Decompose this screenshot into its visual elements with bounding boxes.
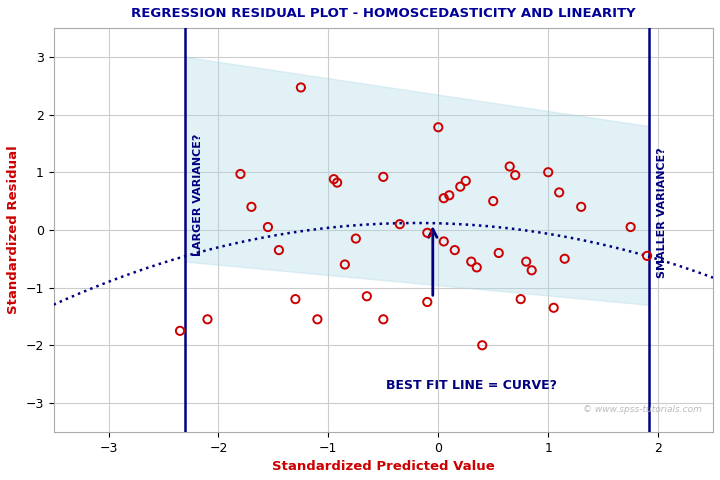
Point	[515, 295, 526, 303]
Point	[377, 173, 389, 180]
Point	[449, 246, 461, 254]
Point	[510, 171, 521, 179]
Point	[575, 203, 587, 211]
Point	[312, 315, 323, 323]
Point	[477, 341, 488, 349]
Text: SMALLER VARIANCE?: SMALLER VARIANCE?	[657, 147, 667, 278]
Point	[460, 177, 472, 185]
Point	[331, 179, 343, 186]
Point	[526, 266, 537, 274]
Point	[542, 168, 554, 176]
Point	[548, 304, 559, 312]
Point	[438, 194, 449, 202]
Point	[559, 255, 570, 263]
X-axis label: Standardized Predicted Value: Standardized Predicted Value	[272, 460, 495, 473]
Point	[554, 189, 565, 196]
Point	[174, 327, 186, 335]
Point	[642, 252, 653, 260]
Point	[487, 197, 499, 205]
Point	[361, 292, 372, 300]
Text: BEST FIT LINE = CURVE?: BEST FIT LINE = CURVE?	[386, 379, 557, 392]
Point	[262, 223, 274, 231]
Point	[235, 170, 246, 178]
Point	[246, 203, 257, 211]
Point	[377, 315, 389, 323]
Point	[289, 295, 301, 303]
Point	[273, 246, 284, 254]
Y-axis label: Standardized Residual: Standardized Residual	[7, 145, 20, 314]
Point	[493, 249, 505, 257]
Point	[421, 298, 433, 306]
Text: © www.spss-tutorials.com: © www.spss-tutorials.com	[583, 406, 702, 414]
Text: LARGER VARIANCE?: LARGER VARIANCE?	[193, 134, 203, 256]
Point	[295, 84, 307, 91]
Point	[350, 235, 361, 242]
Point	[339, 261, 351, 268]
Point	[466, 258, 477, 265]
Title: REGRESSION RESIDUAL PLOT - HOMOSCEDASTICITY AND LINEARITY: REGRESSION RESIDUAL PLOT - HOMOSCEDASTIC…	[131, 7, 636, 20]
Point	[421, 229, 433, 237]
Point	[504, 163, 516, 170]
Point	[444, 192, 455, 199]
Point	[454, 183, 466, 191]
Point	[438, 238, 449, 245]
Point	[471, 264, 482, 271]
Point	[394, 220, 405, 228]
Point	[433, 123, 444, 131]
Point	[625, 223, 636, 231]
Point	[328, 175, 340, 183]
Point	[202, 315, 213, 323]
Point	[521, 258, 532, 265]
